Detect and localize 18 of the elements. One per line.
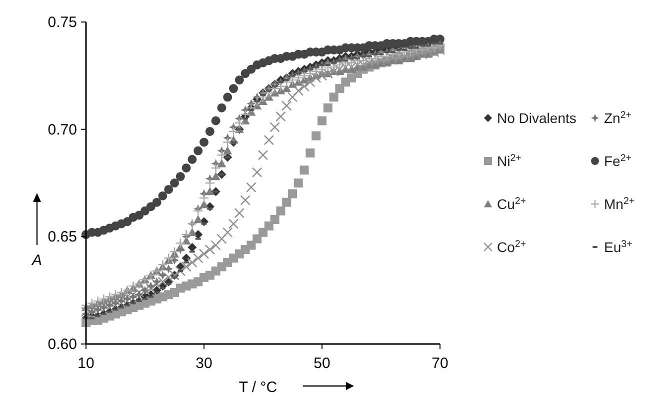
x-tick-label: 70 [432,355,448,372]
legend-label: Co$^{2+}$ [497,238,526,255]
legend-label: Eu$^{3+}$ [604,238,633,255]
y-tick-label: 0.70 [48,121,77,138]
legend-label: Ni$^{2+}$ [497,152,522,169]
y-tick-label: 0.60 [48,336,77,353]
legend-label: Mn$^{2+}$ [604,196,635,212]
x-tick-label: 30 [196,355,212,372]
x-tick-label: 50 [314,355,330,372]
y-tick-label: 0.75 [48,14,77,31]
legend-label: Cu$^{2+}$ [497,196,526,212]
x-axis-title: T / °C [238,379,278,396]
y-tick-label: 0.65 [48,228,77,246]
x-tick-label: 10 [78,355,94,372]
legend-label: Zn$^{2+}$ [604,110,632,126]
legend-label: No Divalents [497,110,576,126]
y-axis-title: A [30,252,42,269]
legend-label: Fe$^{2+}$ [604,152,632,169]
